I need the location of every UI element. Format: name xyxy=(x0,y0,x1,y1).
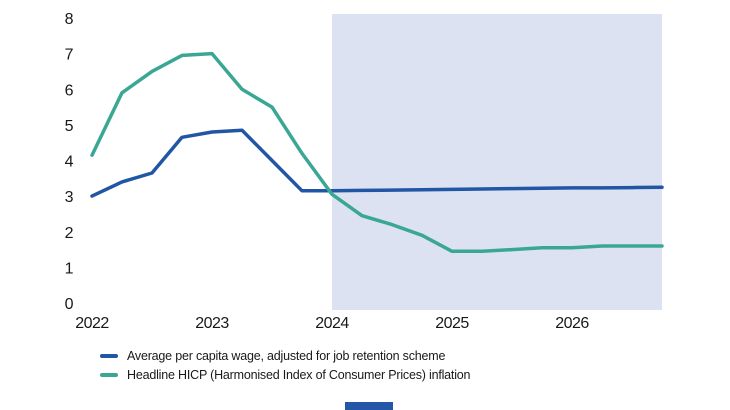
bottom-accent-bar xyxy=(345,402,393,410)
wage-line-swatch xyxy=(100,354,118,358)
x-axis-tick-label: 2024 xyxy=(315,315,349,332)
x-axis-tick-label: 2026 xyxy=(555,315,589,332)
x-axis-tick-label: 2022 xyxy=(75,315,109,332)
x-axis-tick-label: 2023 xyxy=(195,315,229,332)
y-axis-tick-label: 6 xyxy=(65,82,74,99)
y-axis-tick-label: 8 xyxy=(65,11,74,28)
y-axis-tick-label: 0 xyxy=(65,296,74,313)
legend-item-hicp: Headline HICP (Harmonised Index of Consu… xyxy=(100,368,470,382)
y-axis-tick-label: 5 xyxy=(65,118,74,135)
y-axis-tick-label: 3 xyxy=(65,189,74,206)
hicp-line-swatch xyxy=(100,373,118,377)
chart-legend: Average per capita wage, adjusted for jo… xyxy=(100,349,470,382)
wage-line xyxy=(90,128,664,198)
y-axis-tick-label: 2 xyxy=(65,225,74,242)
y-axis-tick-label: 4 xyxy=(65,154,74,171)
hicp-line xyxy=(90,51,664,254)
forecast-shaded-region xyxy=(332,14,662,310)
legend-label-wage: Average per capita wage, adjusted for jo… xyxy=(127,349,446,363)
legend-label-hicp: Headline HICP (Harmonised Index of Consu… xyxy=(127,368,471,382)
legend-item-wage: Average per capita wage, adjusted for jo… xyxy=(100,349,470,363)
y-axis-tick-label: 7 xyxy=(65,47,74,64)
line-chart: 0 1 2 3 4 5 6 7 8 2022 2023 2024 2025 2026 xyxy=(65,11,664,332)
x-axis-tick-label: 2025 xyxy=(435,315,469,332)
y-axis-tick-label: 1 xyxy=(65,260,74,277)
